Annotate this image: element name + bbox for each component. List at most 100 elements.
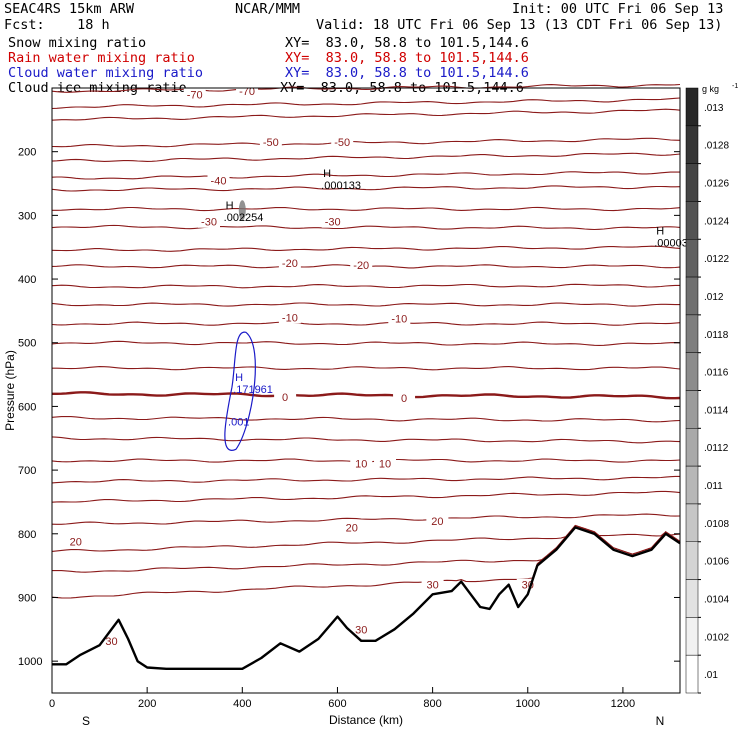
contour-label-bg xyxy=(426,515,449,528)
contour-label-bg xyxy=(278,311,301,324)
isotherm-line xyxy=(51,340,681,346)
colorbar-segment xyxy=(685,125,699,164)
colorbar-segment xyxy=(685,352,699,391)
colorbar-segment xyxy=(685,390,699,429)
colorbar-tick-label: .0102 xyxy=(704,632,729,643)
y-tick-label: 200 xyxy=(18,147,36,159)
isotherm-line xyxy=(51,436,681,444)
x-tick-label: 1200 xyxy=(611,698,635,710)
contour-label-bg xyxy=(340,521,363,534)
y-tick-label: 1000 xyxy=(18,656,42,668)
colorbar-tick-label: .0126 xyxy=(704,179,729,190)
contour-label: -10 xyxy=(391,314,407,326)
contour-label: 30 xyxy=(105,636,117,648)
high-value: .00003 xyxy=(654,237,688,249)
contour-label-bg xyxy=(374,457,397,470)
contour-label-bg xyxy=(183,88,206,101)
contour-label: -70 xyxy=(187,89,203,101)
contour-label-bg xyxy=(516,578,539,591)
isotherm-line xyxy=(51,108,681,121)
contour-label-bg xyxy=(274,390,297,403)
colorbar-segment xyxy=(685,541,699,580)
colorbar-tick-label: .011 xyxy=(704,481,723,492)
colorbar-segment xyxy=(685,201,699,240)
header-center: NCAR/MMM xyxy=(235,1,301,17)
x-axis-label: Distance (km) xyxy=(329,713,403,727)
endpoint-right-label: N xyxy=(656,714,665,728)
terrain-layer xyxy=(52,526,681,670)
colorbar-segment xyxy=(685,617,699,656)
colorbar-tick-label: .0122 xyxy=(704,254,729,265)
isotherm-line xyxy=(51,185,681,192)
contour-label: -10 xyxy=(282,312,298,324)
contour-label: 10 xyxy=(379,459,391,471)
isotherm-line xyxy=(51,83,681,93)
colorbar-tick-label: .0106 xyxy=(704,557,729,568)
field-rain-xy: XY= 83.0, 58.8 to 101.5,144.6 xyxy=(285,50,529,66)
y-tick-label: 900 xyxy=(18,592,36,604)
contour-label-bg xyxy=(64,535,87,548)
y-tick-label: 700 xyxy=(18,465,36,477)
isotherm-line xyxy=(51,283,680,289)
contour-label: 20 xyxy=(431,516,443,528)
y-tick-label: 300 xyxy=(18,210,36,222)
contour-label: -40 xyxy=(211,175,227,187)
contour-label: 30 xyxy=(426,580,438,592)
colorbar-tick-label: .0114 xyxy=(704,405,729,416)
colorbar-tick-label: .0112 xyxy=(704,443,729,454)
header-forecast: Fcst: 18 h xyxy=(4,17,110,33)
colorbar-segment xyxy=(685,314,699,353)
x-tick-label: 400 xyxy=(233,698,251,710)
colorbar-segment xyxy=(685,579,699,618)
contour-label: 0 xyxy=(401,393,407,405)
high-value: .002254 xyxy=(224,212,264,224)
colorbar-tick-label: .0124 xyxy=(704,216,729,227)
isotherm-line xyxy=(51,97,681,110)
contour-label-bg xyxy=(350,623,373,636)
isotherm-line xyxy=(51,171,681,180)
contour-label: 30 xyxy=(355,624,367,636)
colorbar-segment xyxy=(685,87,699,127)
field-snow-xy: XY= 83.0, 58.8 to 101.5,144.6 xyxy=(285,35,529,51)
contour-label: -50 xyxy=(334,137,350,149)
contour-label: -20 xyxy=(353,260,369,272)
isotherm-line xyxy=(51,224,681,231)
high-marker: H xyxy=(235,372,243,384)
high-value: .000133 xyxy=(321,180,361,192)
contour-label: -70 xyxy=(239,86,255,98)
colorbar-segment xyxy=(685,276,699,316)
header-model: SEAC4RS 15km ARW xyxy=(4,1,135,17)
cloud-water-contour-label: .001 xyxy=(228,417,249,429)
contour-label-bg xyxy=(421,578,444,591)
colorbar-tick-label: .012 xyxy=(704,292,724,303)
isotherm-line xyxy=(51,524,681,573)
plot-frame xyxy=(51,87,681,694)
colorbar-tick-label: .0116 xyxy=(704,368,729,379)
colorbar-segment xyxy=(685,503,699,542)
x-tick-label: 0 xyxy=(49,698,55,710)
colorbar-segment xyxy=(685,465,699,505)
x-tick-label: 800 xyxy=(423,698,441,710)
field-snow-label: Snow mixing ratio xyxy=(8,35,147,51)
isotherm-line xyxy=(52,206,681,212)
isotherm-line xyxy=(51,415,681,423)
high-marker: H xyxy=(656,225,664,237)
colorbar-tick-label: .0108 xyxy=(704,519,729,530)
contour-label-bg xyxy=(259,136,282,149)
y-tick-label: 600 xyxy=(18,401,36,413)
contour-label-bg xyxy=(321,215,344,228)
contour-label-bg xyxy=(207,174,230,187)
terrain-line xyxy=(52,526,681,670)
high-marker: H xyxy=(226,200,234,212)
y-tick-label: 400 xyxy=(18,274,36,286)
cloud-water-contour xyxy=(224,331,256,451)
contour-label: -30 xyxy=(325,217,341,229)
isotherm-line xyxy=(51,490,681,503)
colorbar-segment xyxy=(685,654,699,694)
contour-label: 20 xyxy=(70,536,82,548)
field-cloud-water-label: Cloud water mixing ratio xyxy=(8,65,204,81)
x-tick-label: 1000 xyxy=(516,698,540,710)
y-tick-label: 800 xyxy=(18,529,36,541)
colorbar-segment xyxy=(685,239,699,278)
